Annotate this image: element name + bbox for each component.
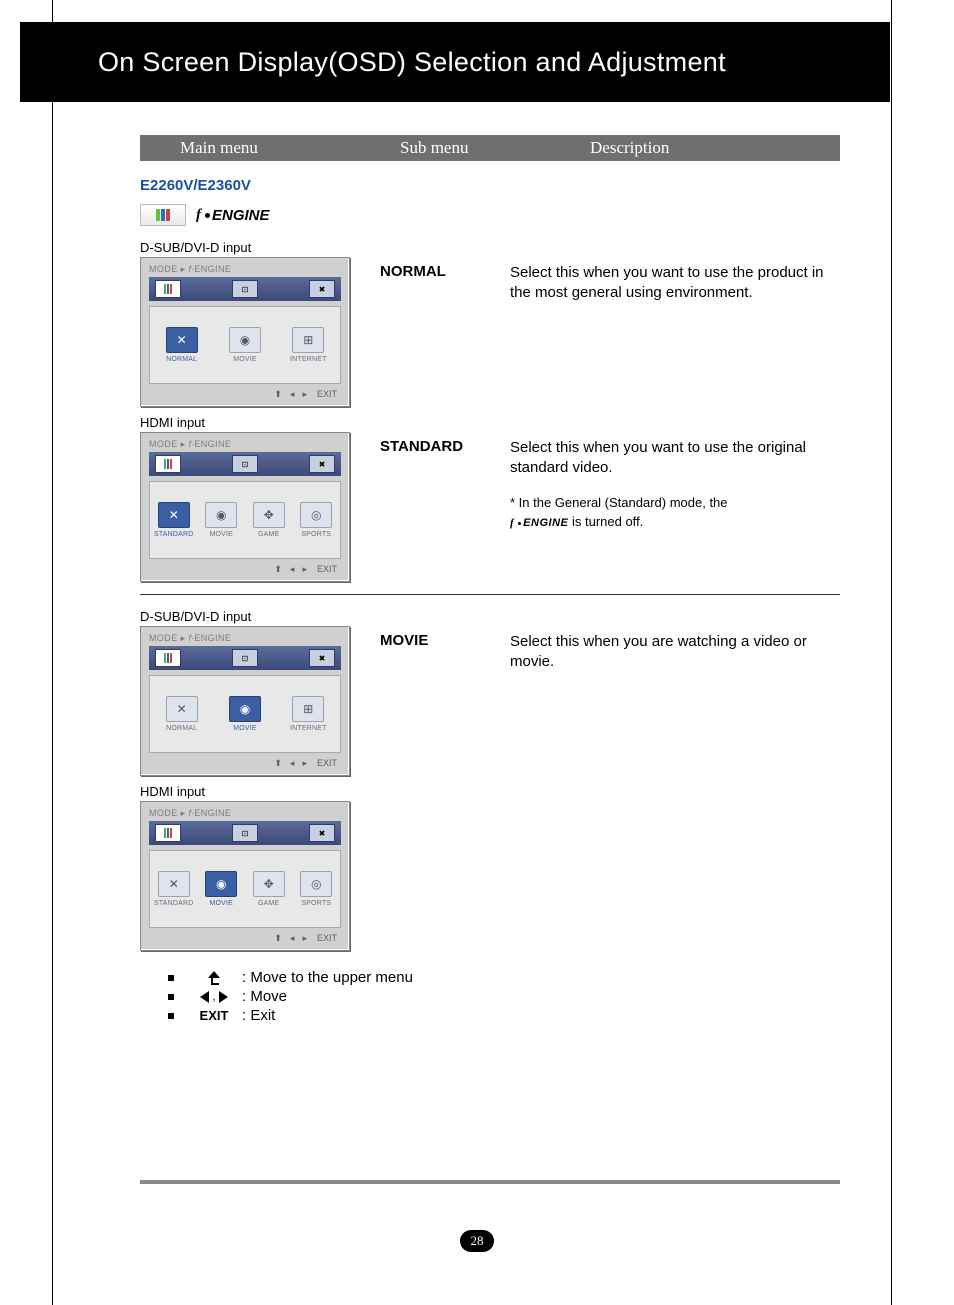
row-normal: MODE▸f∙ENGINE ⊡ ✖ ✕NORMAL◉MOVIE⊞INTERNET…	[140, 257, 840, 407]
row-movie-hdmi: MODE▸f∙ENGINE ⊡ ✖ ✕STANDARD◉MOVIE✥GAME◎S…	[140, 801, 840, 951]
engine-badge-icon	[140, 204, 186, 226]
model-label: E2260V/E2360V	[140, 177, 840, 194]
osd-panel-hdmi-movie: MODE▸f∙ENGINE ⊡ ✖ ✕STANDARD◉MOVIE✥GAME◎S…	[140, 801, 350, 951]
col-description: Description	[590, 138, 669, 158]
submenu-movie: MOVIE	[380, 626, 510, 649]
crop-mark	[891, 0, 892, 20]
submenu-standard: STANDARD	[380, 432, 510, 455]
crop-mark	[52, 0, 53, 20]
bullet-icon	[168, 1013, 174, 1019]
column-header-row: Main menu Sub menu Description	[140, 135, 840, 161]
exit-label: EXIT	[186, 1008, 242, 1023]
page-number-badge: 28	[460, 1230, 494, 1252]
osd-panel-dsub-normal: MODE▸f∙ENGINE ⊡ ✖ ✕NORMAL◉MOVIE⊞INTERNET…	[140, 257, 350, 407]
left-triangle-icon	[200, 991, 209, 1003]
desc-standard: Select this when you want to use the ori…	[510, 432, 840, 532]
section-divider	[140, 594, 840, 595]
f-engine-inline-icon: fENGINE	[510, 515, 568, 532]
engine-text: ENGINE	[212, 207, 270, 224]
bullet-icon	[168, 975, 174, 981]
f-engine-row: fENGINE	[140, 204, 840, 226]
row-movie-dsub: MODE▸f∙ENGINE ⊡ ✖ ✕NORMAL◉MOVIE⊞INTERNET…	[140, 626, 840, 776]
legend-move: , : Move	[168, 988, 840, 1005]
row-standard: MODE▸f∙ENGINE ⊡ ✖ ✕STANDARD◉MOVIE✥GAME◎S…	[140, 432, 840, 582]
submenu-normal: NORMAL	[380, 257, 510, 280]
legend-exit-text: : Exit	[242, 1007, 275, 1024]
comma: ,	[212, 991, 215, 1003]
right-triangle-icon	[219, 991, 228, 1003]
input-label-hdmi-2: HDMI input	[140, 784, 840, 799]
desc-normal: Select this when you want to use the pro…	[510, 257, 840, 304]
legend: : Move to the upper menu , : Move EXIT :…	[168, 969, 840, 1024]
standard-note: * In the General (Standard) mode, the fE…	[510, 493, 840, 532]
up-arrow-icon	[208, 971, 220, 985]
content-area: Main menu Sub menu Description E2260V/E2…	[140, 135, 840, 1026]
legend-exit: EXIT : Exit	[168, 1007, 840, 1024]
col-main-menu: Main menu	[180, 138, 400, 158]
f-engine-logo: fENGINE	[196, 207, 270, 224]
legend-up: : Move to the upper menu	[168, 969, 840, 986]
input-label-hdmi: HDMI input	[140, 415, 840, 430]
bottom-rule	[140, 1180, 840, 1184]
input-label-dsub-2: D-SUB/DVI-D input	[140, 609, 840, 624]
osd-panel-dsub-movie: MODE▸f∙ENGINE ⊡ ✖ ✕NORMAL◉MOVIE⊞INTERNET…	[140, 626, 350, 776]
osd-panel-hdmi-standard: MODE▸f∙ENGINE ⊡ ✖ ✕STANDARD◉MOVIE✥GAME◎S…	[140, 432, 350, 582]
desc-standard-text: Select this when you want to use the ori…	[510, 438, 840, 479]
legend-move-text: : Move	[242, 988, 287, 1005]
input-label-dsub: D-SUB/DVI-D input	[140, 240, 840, 255]
desc-movie: Select this when you are watching a vide…	[510, 626, 840, 673]
note-b: is turned off.	[572, 514, 643, 529]
title-bar: On Screen Display(OSD) Selection and Adj…	[20, 22, 890, 102]
note-a: * In the General (Standard) mode, the	[510, 495, 728, 510]
page-title: On Screen Display(OSD) Selection and Adj…	[98, 47, 726, 78]
col-sub-menu: Sub menu	[400, 138, 590, 158]
bullet-icon	[168, 994, 174, 1000]
legend-up-text: : Move to the upper menu	[242, 969, 413, 986]
